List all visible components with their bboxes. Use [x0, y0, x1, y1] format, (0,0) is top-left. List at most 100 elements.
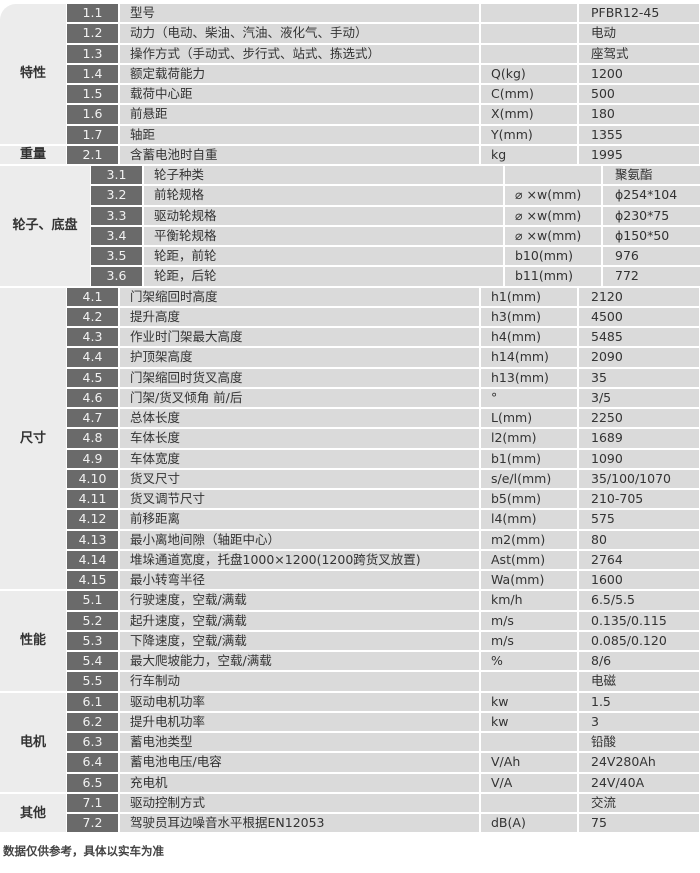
item-unit: Wa(mm)	[481, 571, 577, 590]
item-value: 24V/40A	[579, 773, 699, 792]
item-unit: b5(mm)	[481, 490, 577, 509]
item-number: 1.6	[67, 105, 118, 124]
group-rows: 5.1 行驶速度，空载/满载 km/h 6.5/5.5 5.2 起升速度，空载/满载 m/s…	[66, 591, 700, 691]
item-value: 1689	[579, 429, 699, 448]
item-value: 210-705	[579, 490, 699, 509]
table-row: 1.4 额定载荷能力 Q(kg) 1200	[66, 64, 700, 83]
item-unit	[481, 733, 577, 752]
item-value: 3	[579, 712, 699, 731]
item-number: 3.2	[91, 186, 142, 205]
item-value: 35/100/1070	[579, 469, 699, 488]
item-unit: L(mm)	[481, 409, 577, 428]
item-number: 4.13	[67, 530, 118, 549]
table-row: 1.1 型号 PFBR12-45	[66, 4, 700, 23]
item-number: 1.1	[67, 4, 118, 23]
group-rows: 6.1 驱动电机功率 kw 1.5 6.2 提升电机功率 kw 3 6.3 蓄电池类型 铅酸 6.4 蓄…	[66, 692, 700, 792]
group-rows: 1.1 型号 PFBR12-45 1.2 动力（电动、柴油、汽油、液化气、手动） 电动 1.…	[66, 4, 700, 144]
item-value: 976	[603, 247, 700, 266]
item-unit: m2(mm)	[481, 530, 577, 549]
footnote: 数据仅供参考，具体以实车为准	[3, 844, 164, 858]
table-row: 3.5 轮距，前轮 b10(mm) 976	[90, 247, 700, 266]
item-unit: h3(mm)	[481, 307, 577, 326]
item-name: 货叉调节尺寸	[120, 490, 479, 509]
item-number: 2.1	[67, 145, 118, 164]
spec-table: 特性 1.1 型号 PFBR12-45 1.2 动力（电动、柴油、汽油、液化气、手动） 电动…	[0, 4, 700, 833]
table-row: 4.9 车体宽度 b1(mm) 1090	[66, 449, 700, 468]
item-name: 轮子种类	[144, 166, 503, 185]
item-value: 5485	[579, 328, 699, 347]
item-name: 驱动控制方式	[120, 793, 479, 812]
table-row: 6.3 蓄电池类型 铅酸	[66, 733, 700, 752]
table-row: 3.2 前轮规格 ⌀ ×w(mm) ϕ254*104	[90, 186, 700, 205]
table-row: 5.1 行驶速度，空载/满载 km/h 6.5/5.5	[66, 591, 700, 610]
table-row: 1.2 动力（电动、柴油、汽油、液化气、手动） 电动	[66, 24, 700, 43]
table-row: 4.14 堆垛通道宽度，托盘1000×1200(1200跨货叉放置) Ast(mm)…	[66, 550, 700, 569]
item-unit: h4(mm)	[481, 328, 577, 347]
item-value: 8/6	[579, 652, 699, 671]
item-unit: h1(mm)	[481, 287, 577, 306]
item-number: 4.12	[67, 510, 118, 529]
item-number: 4.14	[67, 550, 118, 569]
item-name: 货叉尺寸	[120, 469, 479, 488]
item-value: 0.135/0.115	[579, 611, 699, 630]
item-number: 4.8	[67, 429, 118, 448]
item-name: 最小转弯半径	[120, 571, 479, 590]
item-number: 4.4	[67, 348, 118, 367]
item-name: 门架缩回时货叉高度	[120, 368, 479, 387]
item-name: 驾驶员耳边噪音水平根据EN12053	[120, 814, 479, 833]
item-number: 7.2	[67, 814, 118, 833]
item-name: 额定载荷能力	[120, 64, 479, 83]
table-row: 5.2 起升速度，空载/满载 m/s 0.135/0.115	[66, 611, 700, 630]
table-row: 6.5 充电机 V/A 24V/40A	[66, 773, 700, 792]
item-name: 门架缩回时高度	[120, 287, 479, 306]
table-row: 3.3 驱动轮规格 ⌀ ×w(mm) ϕ230*75	[90, 206, 700, 225]
item-value: ϕ230*75	[603, 206, 700, 225]
item-unit: ⌀ ×w(mm)	[505, 206, 601, 225]
item-number: 1.4	[67, 64, 118, 83]
category-label: 电机	[0, 692, 66, 792]
item-value: 交流	[579, 793, 699, 812]
item-unit: kw	[481, 712, 577, 731]
item-name: 驱动电机功率	[120, 692, 479, 711]
item-name: 提升电机功率	[120, 712, 479, 731]
item-value: 2764	[579, 550, 699, 569]
group-rows: 2.1 含蓄电池时自重 kg 1995	[66, 145, 700, 164]
item-name: 载荷中心距	[120, 85, 479, 104]
category-label: 性能	[0, 591, 66, 691]
item-number: 4.2	[67, 307, 118, 326]
table-row: 1.5 载荷中心距 C(mm) 500	[66, 85, 700, 104]
item-value: 0.085/0.120	[579, 631, 699, 650]
item-value: PFBR12-45	[579, 4, 699, 23]
spec-group: 重量 2.1 含蓄电池时自重 kg 1995	[0, 145, 700, 166]
item-value: ϕ254*104	[603, 186, 700, 205]
item-name: 充电机	[120, 773, 479, 792]
item-unit	[481, 672, 577, 691]
group-rows: 3.1 轮子种类 聚氨酯 3.2 前轮规格 ⌀ ×w(mm) ϕ254*104 3.3 驱动轮规…	[90, 166, 700, 286]
item-value: 35	[579, 368, 699, 387]
table-row: 4.11 货叉调节尺寸 b5(mm) 210-705	[66, 490, 700, 509]
item-value: 4500	[579, 307, 699, 326]
table-row: 4.13 最小离地间隙（轴距中心） m2(mm) 80	[66, 530, 700, 549]
item-number: 4.3	[67, 328, 118, 347]
item-value: 80	[579, 530, 699, 549]
item-unit: X(mm)	[481, 105, 577, 124]
item-number: 1.2	[67, 24, 118, 43]
item-number: 4.6	[67, 388, 118, 407]
item-name: 蓄电池类型	[120, 733, 479, 752]
item-value: 2120	[579, 287, 699, 306]
table-row: 4.2 提升高度 h3(mm) 4500	[66, 307, 700, 326]
item-unit	[481, 793, 577, 812]
item-unit: Ast(mm)	[481, 550, 577, 569]
item-value: 772	[603, 267, 700, 286]
item-value: 75	[579, 814, 699, 833]
item-value: 2250	[579, 409, 699, 428]
table-row: 4.8 车体长度 l2(mm) 1689	[66, 429, 700, 448]
item-name: 最小离地间隙（轴距中心）	[120, 530, 479, 549]
item-name: 提升高度	[120, 307, 479, 326]
item-number: 4.5	[67, 368, 118, 387]
item-number: 6.1	[67, 692, 118, 711]
item-unit: V/A	[481, 773, 577, 792]
table-row: 4.5 门架缩回时货叉高度 h13(mm) 35	[66, 368, 700, 387]
item-value: 聚氨酯	[603, 166, 700, 185]
item-name: 行驶速度，空载/满载	[120, 591, 479, 610]
